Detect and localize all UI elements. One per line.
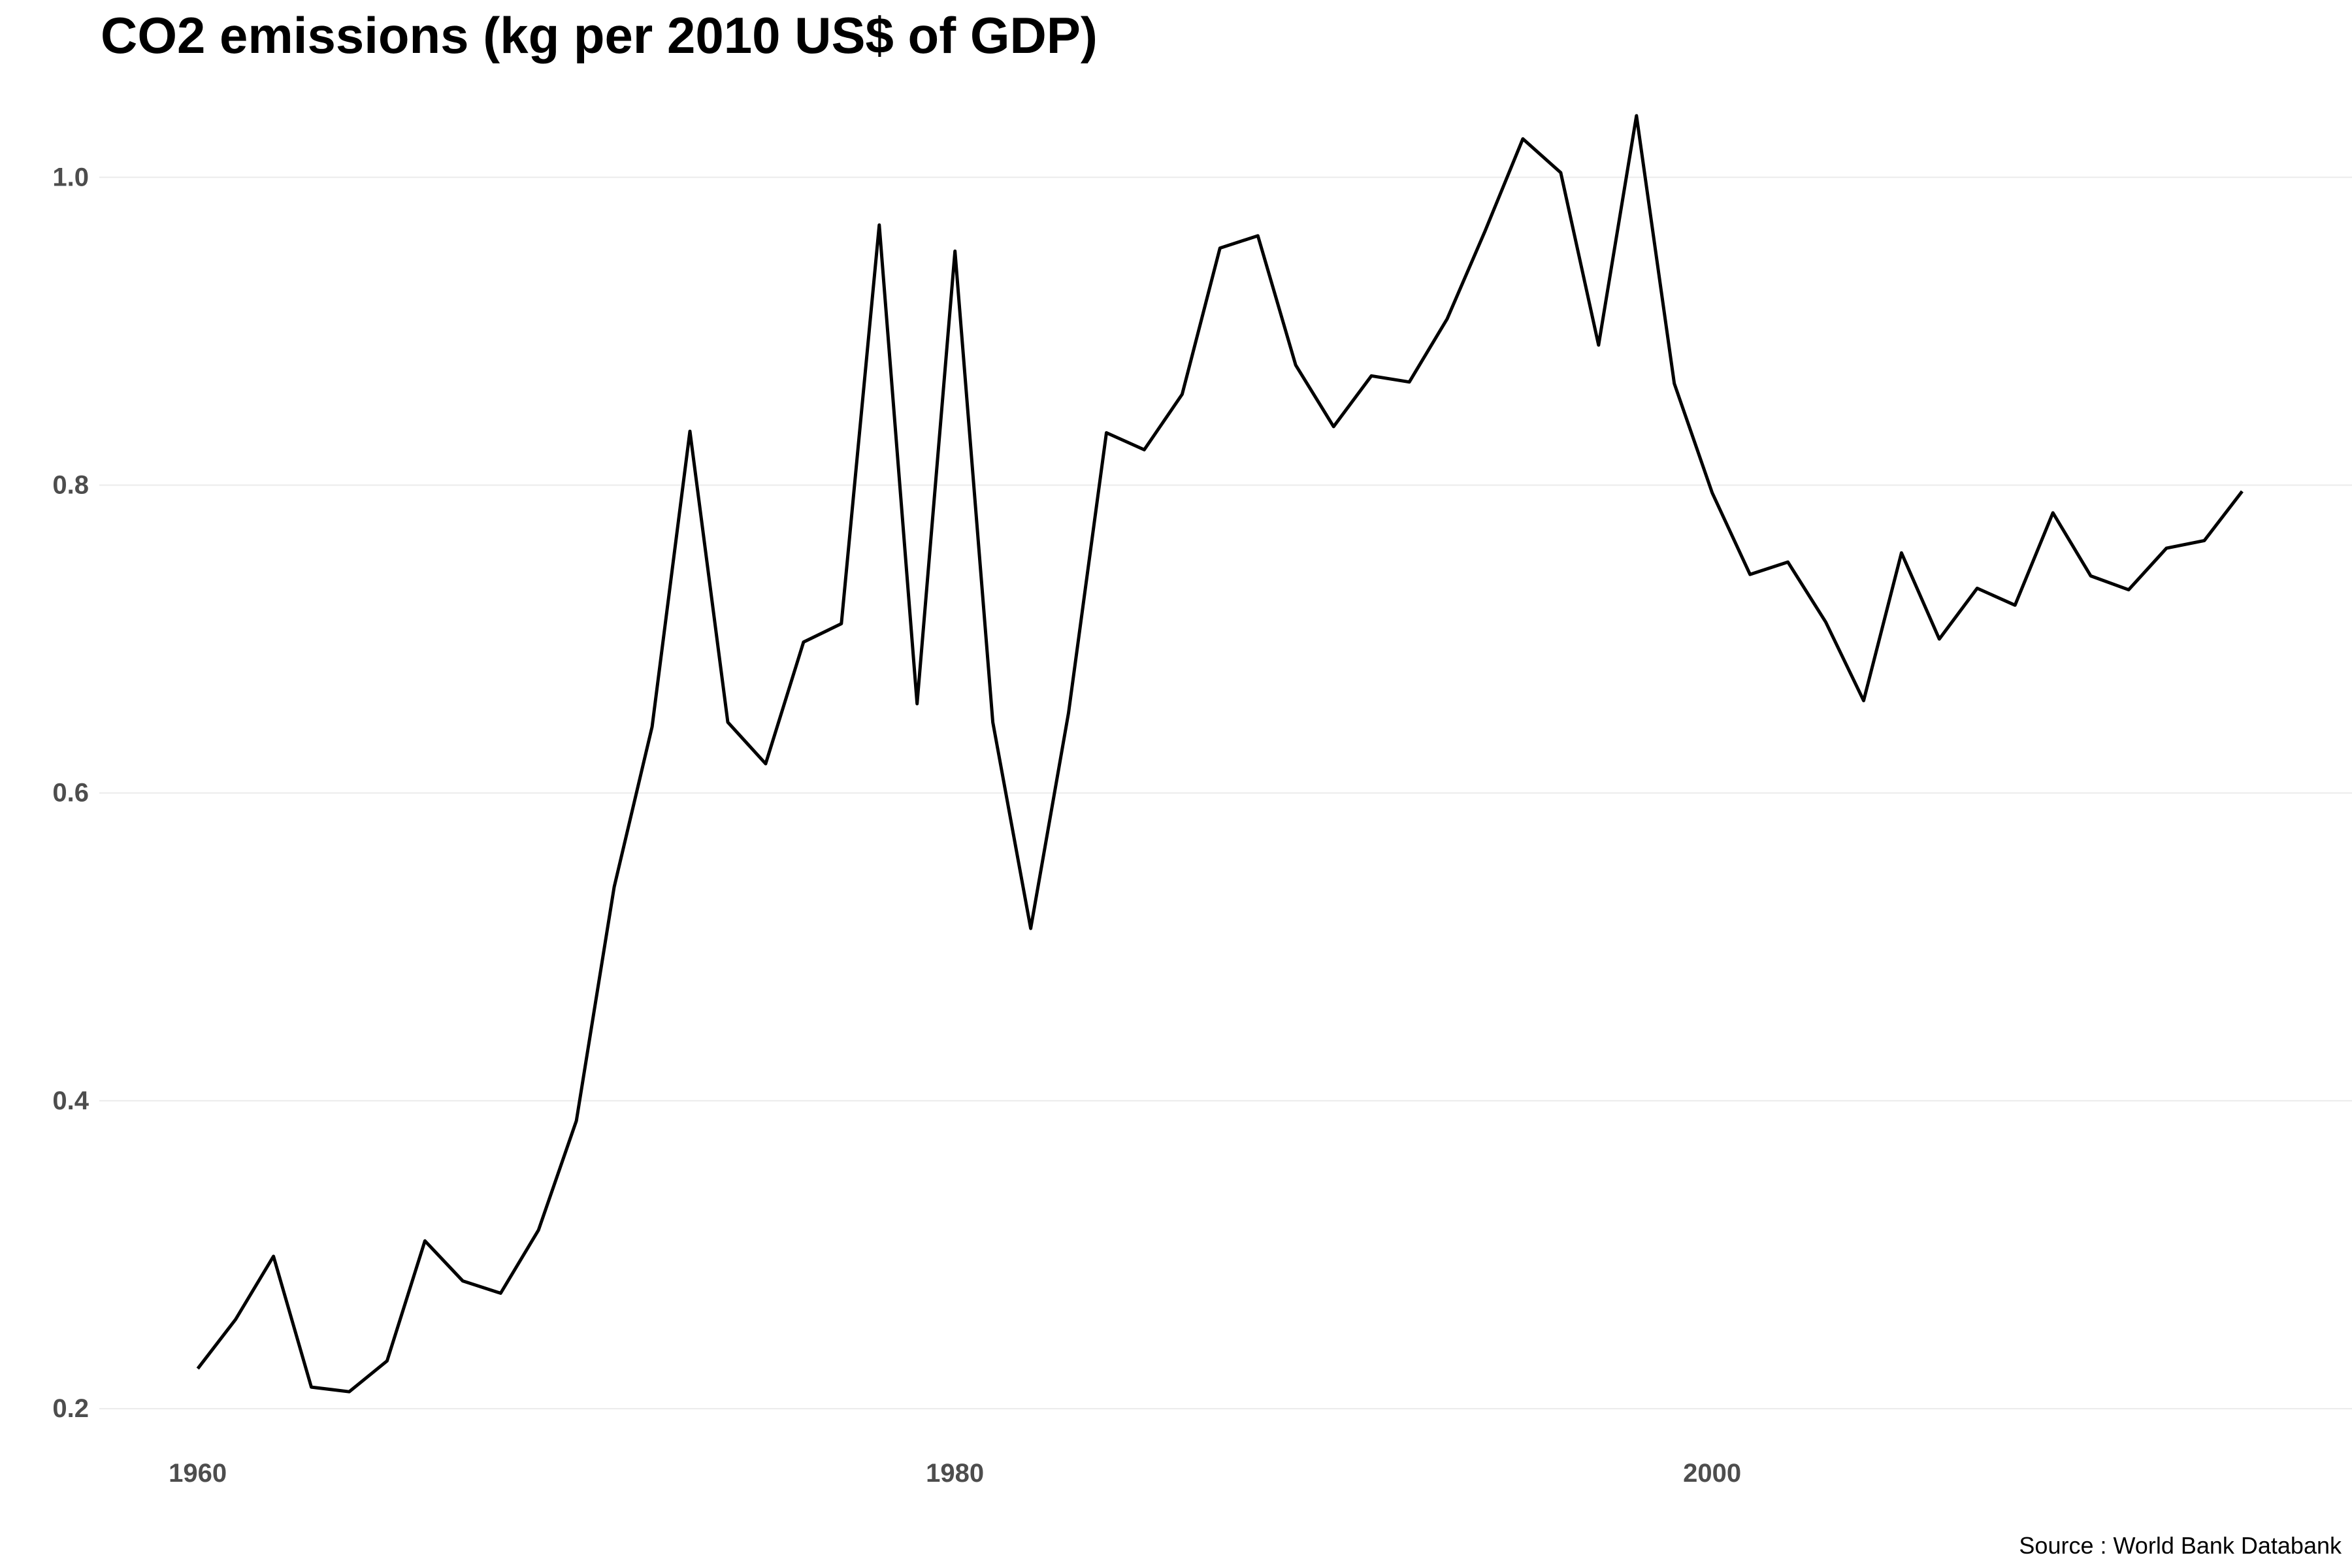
y-tick-label: 0.6	[52, 779, 89, 808]
y-tick-label: 1.0	[52, 163, 89, 191]
source-caption: Source : World Bank Databank	[2019, 1532, 2342, 1559]
gridlines	[99, 176, 2352, 1410]
chart-title: CO2 emissions (kg per 2010 US$ of GDP)	[101, 7, 1098, 64]
y-axis: 0.2 0.4 0.6 0.8 1.0	[52, 163, 89, 1423]
x-tick-label: 2000	[1683, 1459, 1741, 1488]
y-tick-label: 0.8	[52, 471, 89, 500]
y-tick-label: 0.4	[52, 1086, 89, 1115]
y-tick-label: 0.2	[52, 1394, 89, 1423]
x-axis: 1960 1980 2000	[169, 1459, 1741, 1488]
x-tick-label: 1960	[169, 1459, 227, 1488]
series	[196, 114, 2244, 1394]
x-tick-label: 1980	[926, 1459, 984, 1488]
series-line	[196, 114, 2244, 1394]
